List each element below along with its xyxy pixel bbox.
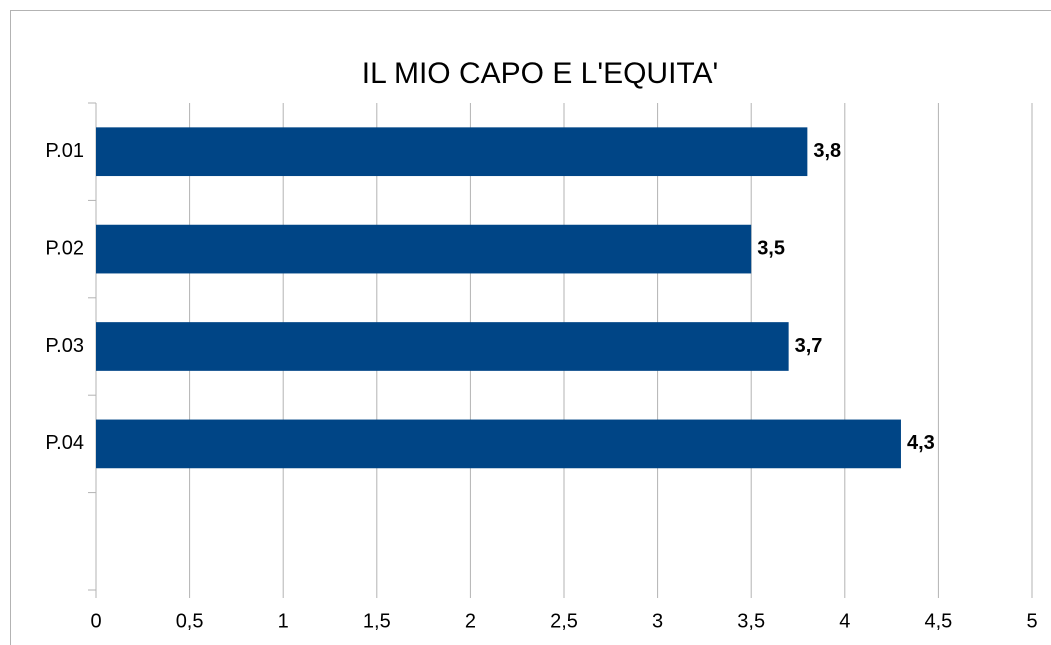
x-tick-label: 2,5 — [550, 610, 578, 632]
x-tick-label: 3 — [652, 610, 663, 632]
bar — [96, 419, 901, 469]
y-tick-label: P.01 — [45, 140, 84, 162]
y-tick-label: P.03 — [45, 335, 84, 357]
bar — [96, 322, 789, 371]
x-tick-label: 0,5 — [176, 610, 204, 632]
x-tick-label: 1,5 — [363, 610, 391, 632]
x-tick-label: 2 — [465, 610, 476, 632]
y-tick-label: P.04 — [45, 432, 84, 454]
data-label: 3,8 — [813, 140, 841, 162]
bar — [96, 224, 752, 274]
x-tick-label: 5 — [1026, 610, 1037, 632]
x-tick-label: 4,5 — [924, 610, 952, 632]
y-tick-label: P.02 — [45, 237, 84, 259]
x-tick-label: 4 — [839, 610, 850, 632]
x-tick-label: 0 — [90, 610, 101, 632]
x-tick-label: 3,5 — [737, 610, 765, 632]
data-label: 3,5 — [757, 237, 785, 259]
chart-title: IL MIO CAPO E L'EQUITA' — [362, 57, 719, 90]
data-label: 3,7 — [795, 335, 823, 357]
bar — [96, 127, 808, 177]
data-label: 4,3 — [907, 432, 935, 454]
x-tick-label: 1 — [278, 610, 289, 632]
